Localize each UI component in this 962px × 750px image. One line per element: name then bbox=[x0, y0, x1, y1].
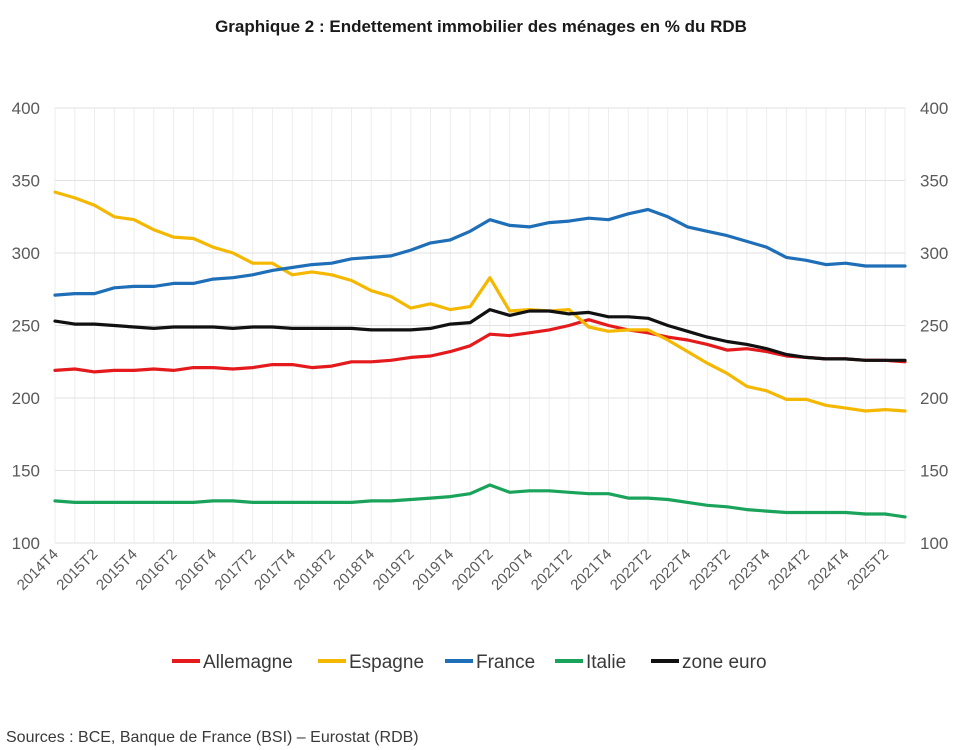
x-tick-label: 2020T2 bbox=[449, 546, 497, 594]
y-tick-label-right: 400 bbox=[920, 99, 948, 118]
x-tick-label: 2018T2 bbox=[291, 546, 339, 594]
series-lines bbox=[53, 190, 907, 519]
source-note: Sources : BCE, Banque de France (BSI) – … bbox=[6, 729, 419, 746]
x-tick-label: 2019T4 bbox=[409, 546, 457, 594]
x-tick-label: 2020T4 bbox=[488, 546, 536, 594]
x-tick-label: 2018T4 bbox=[330, 546, 378, 594]
x-tick-label: 2015T2 bbox=[53, 546, 101, 594]
y-tick-label-right: 300 bbox=[920, 244, 948, 263]
legend-label: zone euro bbox=[682, 652, 767, 673]
y-tick-label-right: 200 bbox=[920, 389, 948, 408]
x-tick-label: 2023T4 bbox=[725, 546, 773, 594]
x-tick-label: 2021T2 bbox=[528, 546, 576, 594]
x-tick-label: 2025T2 bbox=[844, 546, 892, 594]
legend-label: Allemagne bbox=[203, 652, 293, 673]
y-tick-label-left: 400 bbox=[12, 99, 40, 118]
x-tick-label: 2019T2 bbox=[370, 546, 418, 594]
series-line-france bbox=[53, 207, 907, 297]
series-line-espagne bbox=[53, 190, 907, 413]
x-tick-label: 2022T4 bbox=[646, 546, 694, 594]
legend-label: Espagne bbox=[349, 652, 424, 673]
x-tick-label: 2014T4 bbox=[14, 546, 62, 594]
y-tick-label-right: 350 bbox=[920, 172, 948, 191]
line-chart: 100 150 200 250 300 350 400 100 150 200 250 300 350… bbox=[12, 99, 949, 673]
x-tick-label: 2016T2 bbox=[132, 546, 180, 594]
y-tick-label-left: 150 bbox=[12, 462, 40, 481]
legend-label: Italie bbox=[586, 652, 626, 673]
chart-title: Graphique 2 : Endettement immobilier des… bbox=[215, 17, 747, 36]
x-tick-label: 2022T2 bbox=[607, 546, 655, 594]
series-line-allemagne bbox=[53, 318, 907, 374]
x-tick-label: 2021T4 bbox=[567, 546, 615, 594]
legend: Allemagne Espagne France Italie zone euro bbox=[172, 652, 767, 673]
x-tick-label: 2015T4 bbox=[93, 546, 141, 594]
x-axis: 2014T42015T22015T42016T22016T42017T22017… bbox=[14, 546, 892, 594]
x-tick-label: 2024T4 bbox=[805, 546, 853, 594]
y-tick-label-right: 100 bbox=[920, 534, 948, 553]
y-tick-label-left: 200 bbox=[12, 389, 40, 408]
y-axis-left: 100 150 200 250 300 350 400 bbox=[12, 99, 40, 553]
x-tick-label: 2024T2 bbox=[765, 546, 813, 594]
x-tick-label: 2023T2 bbox=[686, 546, 734, 594]
y-tick-label-left: 250 bbox=[12, 317, 40, 336]
y-tick-label-left: 300 bbox=[12, 244, 40, 263]
x-tick-label: 2017T2 bbox=[212, 546, 260, 594]
legend-label: France bbox=[476, 652, 535, 673]
y-tick-label-right: 150 bbox=[920, 462, 948, 481]
y-tick-label-left: 100 bbox=[12, 534, 40, 553]
x-tick-label: 2016T4 bbox=[172, 546, 220, 594]
x-tick-label: 2017T4 bbox=[251, 546, 299, 594]
y-axis-right: 100 150 200 250 300 350 400 bbox=[920, 99, 948, 553]
y-tick-label-right: 250 bbox=[920, 317, 948, 336]
series-line-zone-euro bbox=[53, 308, 907, 362]
series-line-italie bbox=[53, 483, 907, 519]
y-tick-label-left: 350 bbox=[12, 172, 40, 191]
